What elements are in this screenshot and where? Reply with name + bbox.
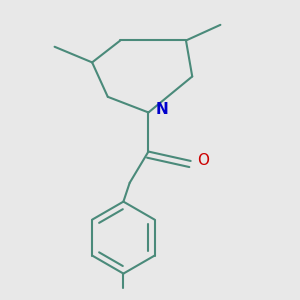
Text: N: N bbox=[155, 103, 168, 118]
Text: O: O bbox=[198, 154, 210, 169]
